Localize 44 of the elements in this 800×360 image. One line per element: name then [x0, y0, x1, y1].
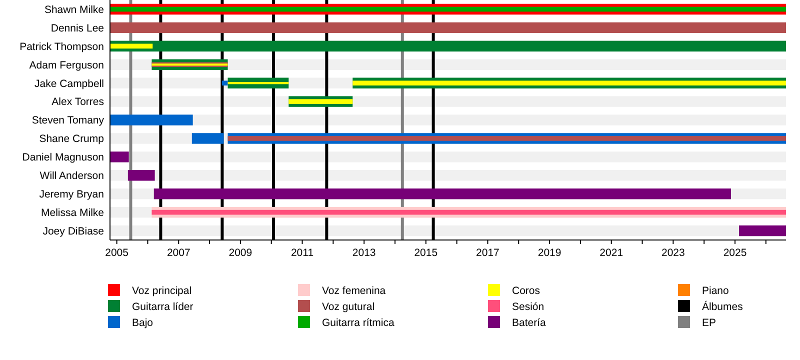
x-tick-label: 2021	[600, 247, 624, 259]
y-tick-label: Daniel Magnuson	[22, 152, 104, 164]
y-tick-label: Alex Torres	[52, 96, 104, 108]
legend-label: Bajo	[132, 317, 154, 329]
y-tick-label: Jake Campbell	[34, 78, 104, 90]
legend-label: Guitarra rítmica	[322, 317, 395, 329]
bar	[110, 6, 786, 12]
y-tick-label: Shane Crump	[39, 133, 104, 146]
y-tick-label: Will Anderson	[40, 170, 104, 182]
x-tick-label: 2017	[476, 247, 500, 259]
bar	[192, 133, 224, 144]
legend-label: Coros	[512, 285, 540, 297]
y-tick-label: Jeremy Bryan	[39, 188, 104, 201]
y-tick-label: Shawn Milke	[44, 4, 104, 16]
bar	[128, 170, 155, 181]
legend-label: Álbumes	[702, 300, 743, 313]
y-tick-label: Patrick Thompson	[20, 40, 104, 53]
x-tick-label: 2005	[105, 247, 129, 259]
x-tick-label: 2019	[538, 247, 562, 259]
legend-label: EP	[702, 317, 716, 329]
legend-label: Sesión	[512, 301, 544, 313]
bar	[288, 99, 353, 104]
legend-label: Voz femenina	[322, 285, 386, 297]
bar	[110, 114, 193, 126]
legend-label: Guitarra líder	[132, 301, 194, 313]
legend-label: Voz gutural	[322, 301, 375, 313]
x-tick-label: 2013	[352, 247, 376, 259]
x-tick-label: 2023	[662, 247, 686, 259]
bar	[228, 82, 289, 84]
y-tick-label: Dennis Lee	[50, 22, 104, 34]
y-tick-label: Joey DiBiase	[42, 225, 104, 238]
legend-label: Batería	[512, 317, 546, 329]
x-tick-label: 2025	[723, 247, 747, 259]
bar	[110, 152, 129, 162]
x-tick-label: 2009	[228, 247, 252, 259]
y-tick-label: Adam Ferguson	[29, 59, 104, 72]
bar	[739, 225, 786, 236]
legend-label: Piano	[702, 285, 730, 297]
x-tick-label: 2015	[414, 247, 438, 259]
x-tick-label: 2011	[290, 247, 314, 259]
legend-label: Voz principal	[132, 285, 192, 297]
y-tick-label: Steven Tomany	[32, 114, 105, 127]
y-tick-label: Melissa Milke	[40, 206, 104, 219]
x-tick-label: 2007	[166, 247, 190, 259]
